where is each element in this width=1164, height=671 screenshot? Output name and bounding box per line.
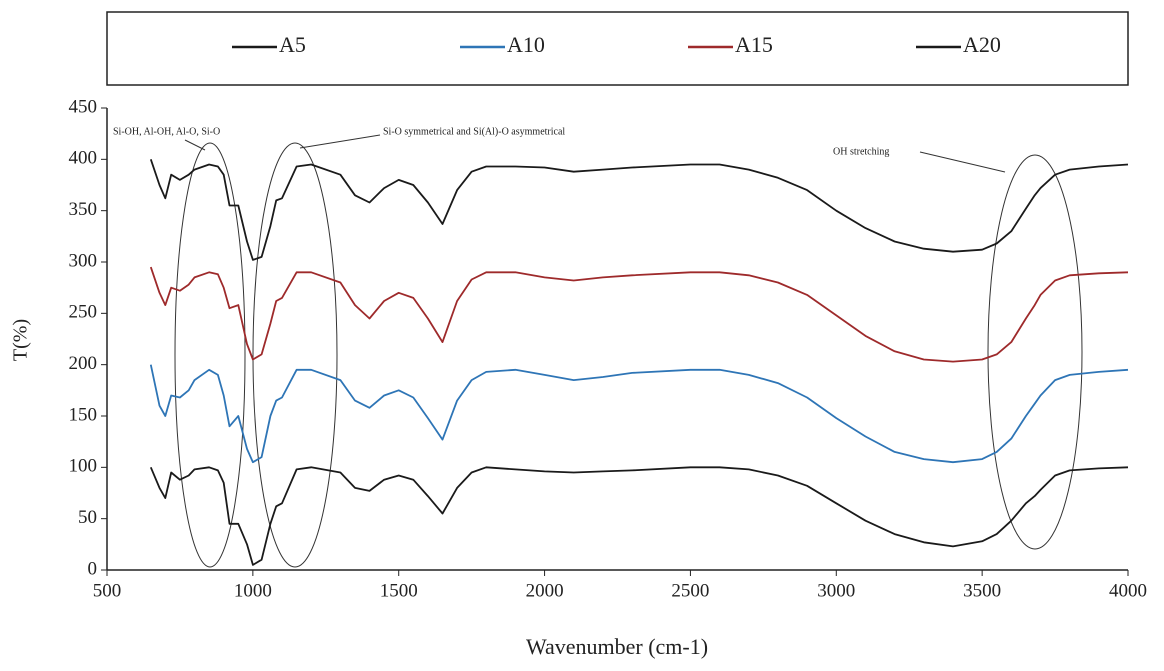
- x-tick-label: 3500: [963, 580, 1001, 601]
- legend-box: [106, 11, 1129, 86]
- y-tick-label: 350: [69, 199, 98, 220]
- leader: [299, 134, 381, 149]
- y-tick-label: 50: [78, 507, 97, 528]
- legend-label: A15: [735, 32, 773, 57]
- y-tick-label: 300: [69, 250, 98, 271]
- y-tick-label: 100: [69, 456, 98, 477]
- y-tick-label: 450: [69, 96, 98, 117]
- leader: [184, 139, 206, 151]
- legend-label: A10: [507, 32, 545, 57]
- x-tick-label: 2500: [671, 580, 709, 601]
- x-axis-label: Wavenumber (cm-1): [526, 634, 708, 659]
- ellipse: [252, 142, 338, 568]
- legend-label: A20: [963, 32, 1001, 57]
- y-axis-label: T(%): [10, 319, 32, 361]
- line: [149, 466, 1129, 566]
- line: [149, 266, 1129, 363]
- x-tick-label: 2000: [526, 580, 564, 601]
- line: [149, 364, 1129, 464]
- line: [149, 159, 1129, 261]
- x-tick-label: 1500: [380, 580, 418, 601]
- region-ellipses: [174, 134, 1083, 568]
- y-tick-label: 0: [88, 558, 98, 579]
- leader: [919, 151, 1006, 173]
- y-tick-label: 400: [69, 148, 98, 169]
- x-tick-label: 3000: [817, 580, 855, 601]
- ellipse: [174, 142, 246, 568]
- x-tick-label: 1000: [234, 580, 272, 601]
- ellipse: [987, 154, 1083, 550]
- x-tick-label: 4000: [1109, 580, 1147, 601]
- y-tick-label: 150: [69, 404, 98, 425]
- y-tick-label: 250: [69, 302, 98, 323]
- annotation: Si-OH, Al-OH, Al-O, Si-O: [113, 126, 220, 137]
- legend-label: A5: [279, 32, 306, 57]
- y-tick-label: 200: [69, 353, 98, 374]
- x-tick-label: 500: [93, 580, 122, 601]
- annotation: OH stretching: [833, 146, 889, 157]
- annotation: Si-O symmetrical and Si(Al)-O asymmetric…: [383, 126, 565, 137]
